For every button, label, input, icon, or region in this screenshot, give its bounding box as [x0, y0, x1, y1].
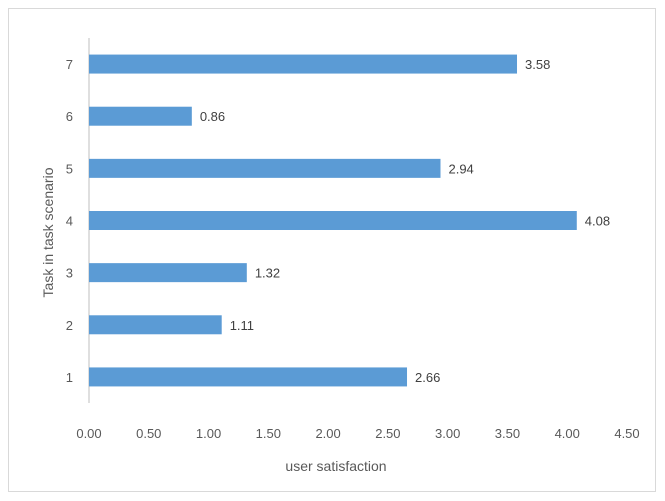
x-tick-label: 2.50 [375, 426, 400, 441]
data-label-task-2: 1.11 [230, 318, 254, 333]
x-tick-label: 4.50 [614, 426, 639, 441]
data-label-task-1: 2.66 [415, 370, 440, 385]
y-tick-label-5: 5 [66, 161, 73, 176]
y-axis-title: Task in task scenario [40, 167, 56, 297]
data-label-task-5: 2.94 [448, 161, 473, 176]
x-tick-label: 3.50 [495, 426, 520, 441]
y-tick-label-4: 4 [66, 214, 73, 229]
x-tick-label: 3.00 [435, 426, 460, 441]
chart-frame [8, 8, 656, 492]
x-tick-label: 0.50 [136, 426, 161, 441]
x-tick-label: 1.50 [256, 426, 281, 441]
x-tick-label: 0.00 [76, 426, 101, 441]
x-tick-labels: 0.00 0.50 1.00 1.50 2.00 2.50 3.00 3.50 4.00 4.50 [76, 426, 639, 441]
y-tick-label-7: 7 [66, 57, 73, 72]
data-labels: 2.66 1.11 1.32 4.08 2.94 0.86 3.58 [200, 57, 610, 385]
y-tick-label-1: 1 [66, 370, 73, 385]
bar-task-3 [89, 263, 247, 283]
x-tick-label: 4.00 [555, 426, 580, 441]
bars [89, 54, 577, 387]
bar-task-2 [89, 315, 222, 335]
x-axis-title: user satisfaction [285, 458, 386, 474]
y-tick-label-3: 3 [66, 266, 73, 281]
x-tick-label: 2.00 [315, 426, 340, 441]
data-label-task-3: 1.32 [255, 266, 280, 281]
bar-task-5 [89, 158, 441, 178]
x-tick-label: 1.00 [196, 426, 221, 441]
y-tick-labels: 1 2 3 4 5 6 7 [66, 57, 73, 385]
bar-task-1 [89, 367, 408, 387]
y-tick-label-6: 6 [66, 109, 73, 124]
y-tick-label-2: 2 [66, 318, 73, 333]
data-label-task-7: 3.58 [525, 57, 550, 72]
data-label-task-4: 4.08 [585, 214, 610, 229]
bar-task-4 [89, 211, 577, 230]
bar-task-7 [89, 54, 518, 74]
bar-task-6 [89, 106, 192, 126]
data-label-task-6: 0.86 [200, 109, 225, 124]
